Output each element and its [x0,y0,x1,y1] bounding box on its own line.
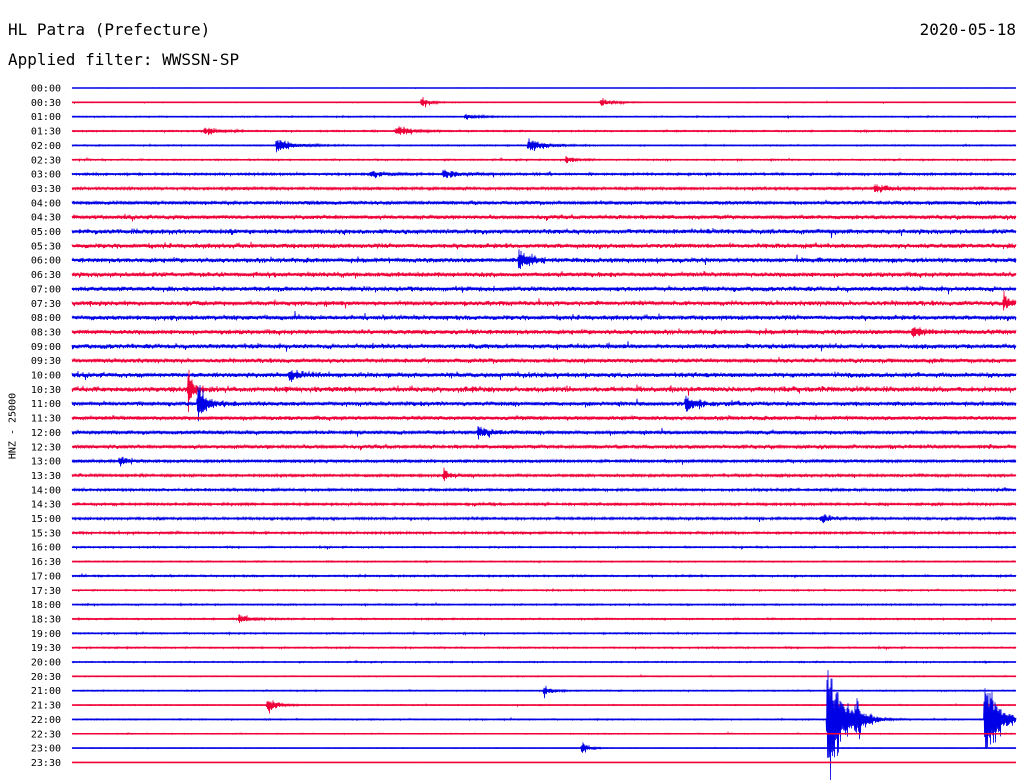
time-label-0030: 00:30 [31,98,61,109]
time-label-0230: 02:30 [31,155,61,166]
time-label-1330: 13:30 [31,471,61,482]
trace-0500 [71,227,1017,239]
trace-0700 [71,285,1017,295]
time-label-0730: 07:30 [31,299,61,310]
filter-label: Applied filter: WWSSN-SP [8,50,240,69]
time-label-0900: 09:00 [31,342,61,353]
time-label-0100: 01:00 [31,112,61,123]
time-label-0630: 06:30 [31,270,61,281]
time-label-1700: 17:00 [31,571,61,582]
trace-0600 [71,249,1017,270]
time-label-1930: 19:30 [31,643,61,654]
time-label-1600: 16:00 [31,543,61,554]
time-label-1230: 12:30 [31,442,61,453]
time-label-0400: 04:00 [31,198,61,209]
time-label-1430: 14:30 [31,500,61,511]
time-label-1200: 12:00 [31,428,61,439]
time-label-2130: 21:30 [31,701,61,712]
trace-1330 [71,467,1017,482]
time-label-1130: 11:30 [31,414,61,425]
time-label-0530: 05:30 [31,241,61,252]
time-label-0130: 01:30 [31,127,61,138]
traces [71,87,1017,780]
time-label-1830: 18:30 [31,614,61,625]
time-label-1730: 17:30 [31,586,61,597]
trace-2100 [71,685,1017,699]
trace-0730 [71,291,1017,311]
time-label-0330: 03:30 [31,184,61,195]
time-label-0300: 03:00 [31,170,61,181]
time-label-0000: 00:00 [31,84,61,95]
time-label-1000: 10:00 [31,371,61,382]
time-label-1530: 15:30 [31,528,61,539]
time-label-2300: 23:00 [31,744,61,755]
time-label-2230: 22:30 [31,729,61,740]
trace-0800 [71,310,1017,322]
time-label-0200: 02:00 [31,141,61,152]
time-label-1400: 14:00 [31,485,61,496]
time-label-1630: 16:30 [31,557,61,568]
time-label-1030: 10:30 [31,385,61,396]
time-label-0700: 07:00 [31,284,61,295]
time-label-2200: 22:00 [31,715,61,726]
time-label-2030: 20:30 [31,672,61,683]
time-label-2330: 23:30 [31,758,61,769]
time-label-2100: 21:00 [31,686,61,697]
trace-2200 [71,670,1017,780]
trace-2130 [71,700,1017,714]
time-label-2000: 20:00 [31,658,61,669]
time-label-0600: 06:00 [31,256,61,267]
plot-date: 2020-05-18 [919,20,1016,39]
time-label-0830: 08:30 [31,327,61,338]
time-label-1900: 19:00 [31,629,61,640]
time-label-1100: 11:00 [31,399,61,410]
station-title: HL Patra (Prefecture) [8,20,211,39]
time-label-0930: 09:30 [31,356,61,367]
trace-1000 [71,369,1017,382]
time-label-1500: 15:00 [31,514,61,525]
time-label-0500: 05:00 [31,227,61,238]
time-label-1800: 18:00 [31,600,61,611]
time-label-1300: 13:00 [31,457,61,468]
time-label-0430: 04:30 [31,213,61,224]
time-label-0800: 08:00 [31,313,61,324]
